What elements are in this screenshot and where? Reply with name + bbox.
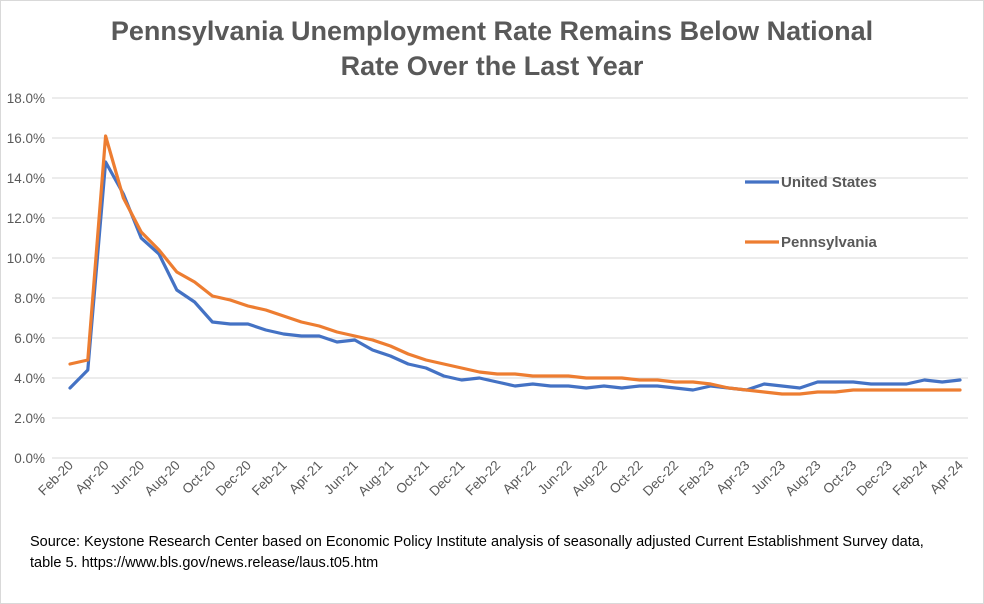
x-tick-label: Aug-23 — [782, 458, 823, 499]
chart-title-line-2: Rate Over the Last Year — [340, 51, 644, 81]
legend-label: United States — [781, 174, 877, 191]
x-tick-label: Oct-20 — [179, 458, 218, 497]
x-tick-label: Aug-21 — [355, 458, 396, 499]
y-tick-label: 16.0% — [7, 131, 45, 146]
source-line-2: table 5. https://www.bls.gov/news.releas… — [30, 555, 379, 571]
y-tick-label: 8.0% — [14, 291, 45, 306]
x-tick-label: Feb-22 — [462, 458, 503, 499]
x-tick-label: Oct-23 — [820, 458, 859, 497]
y-tick-label: 6.0% — [14, 331, 45, 346]
source-note: Source: Keystone Research Center based o… — [30, 532, 970, 574]
x-tick-label: Feb-21 — [249, 458, 290, 499]
x-tick-label: Jun-22 — [535, 458, 575, 498]
series-line-pennsylvania — [68, 134, 962, 396]
y-tick-label: 10.0% — [7, 251, 45, 266]
chart-title: Pennsylvania Unemployment Rate Remains B… — [0, 14, 984, 84]
y-tick-label: 18.0% — [7, 91, 45, 106]
x-tick-label: Apr-22 — [500, 458, 539, 497]
x-tick-label: Jun-20 — [108, 458, 148, 498]
x-tick-label: Aug-22 — [569, 458, 610, 499]
x-tick-label: Apr-20 — [72, 458, 111, 497]
series-line-united-states — [68, 160, 962, 392]
chart-title-line-1: Pennsylvania Unemployment Rate Remains B… — [110, 16, 874, 46]
x-tick-label: Apr-24 — [927, 457, 967, 497]
x-tick-label: Feb-24 — [890, 457, 931, 498]
y-tick-label: 0.0% — [14, 451, 45, 466]
x-tick-label: Dec-22 — [640, 458, 681, 499]
x-tick-label: Oct-22 — [606, 458, 645, 497]
legend-label: Pennsylvania — [781, 234, 878, 251]
x-tick-label: Oct-21 — [393, 458, 432, 497]
x-tick-label: Dec-21 — [426, 458, 467, 499]
y-tick-label: 4.0% — [14, 371, 45, 386]
x-tick-label: Feb-23 — [676, 458, 717, 499]
x-tick-label: Aug-20 — [142, 458, 183, 499]
source-line-1: Source: Keystone Research Center based o… — [30, 534, 924, 550]
x-tick-label: Apr-23 — [713, 458, 752, 497]
x-tick-label: Jun-21 — [321, 458, 361, 498]
x-tick-label: Dec-20 — [213, 458, 254, 499]
x-tick-label: Apr-21 — [286, 458, 325, 497]
x-tick-label: Dec-23 — [854, 458, 895, 499]
y-tick-label: 2.0% — [14, 411, 45, 426]
y-tick-label: 12.0% — [7, 211, 45, 226]
x-tick-label: Jun-23 — [748, 458, 788, 498]
y-tick-label: 14.0% — [7, 171, 45, 186]
